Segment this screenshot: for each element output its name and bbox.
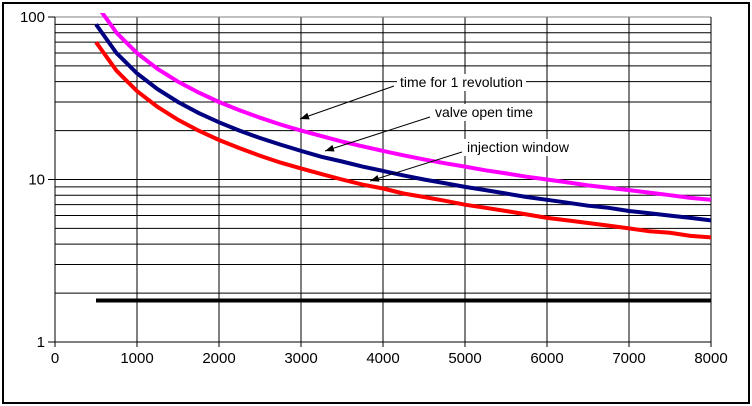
series-line-valve-open-time — [94, 23, 711, 223]
annotation-arrow — [369, 151, 463, 182]
y-tick-label: 100 — [20, 9, 45, 26]
annotation-valve-open-time: valve open time — [432, 104, 537, 121]
x-tick-label: 8000 — [694, 350, 727, 367]
x-tick-label: 4000 — [366, 350, 399, 367]
x-tick-label: 1000 — [120, 350, 153, 367]
series-line-injection-window — [94, 41, 711, 240]
x-tick-label: 6000 — [530, 350, 563, 367]
y-tick-label: 1 — [37, 334, 45, 351]
y-tick-label: 10 — [28, 172, 45, 189]
annotation-arrow — [299, 85, 395, 120]
x-tick-label: 3000 — [284, 350, 317, 367]
annotation-injection-window: injection window — [464, 139, 572, 156]
x-tick-label: 7000 — [612, 350, 645, 367]
annotation-arrow — [324, 116, 431, 152]
series-line-time-for-1-revolution — [99, 13, 711, 202]
annotation-time-for-1-revolution: time for 1 revolution — [397, 74, 526, 91]
x-tick-label: 2000 — [202, 350, 235, 367]
x-tick-label: 0 — [51, 350, 59, 367]
x-tick-label: 5000 — [448, 350, 481, 367]
